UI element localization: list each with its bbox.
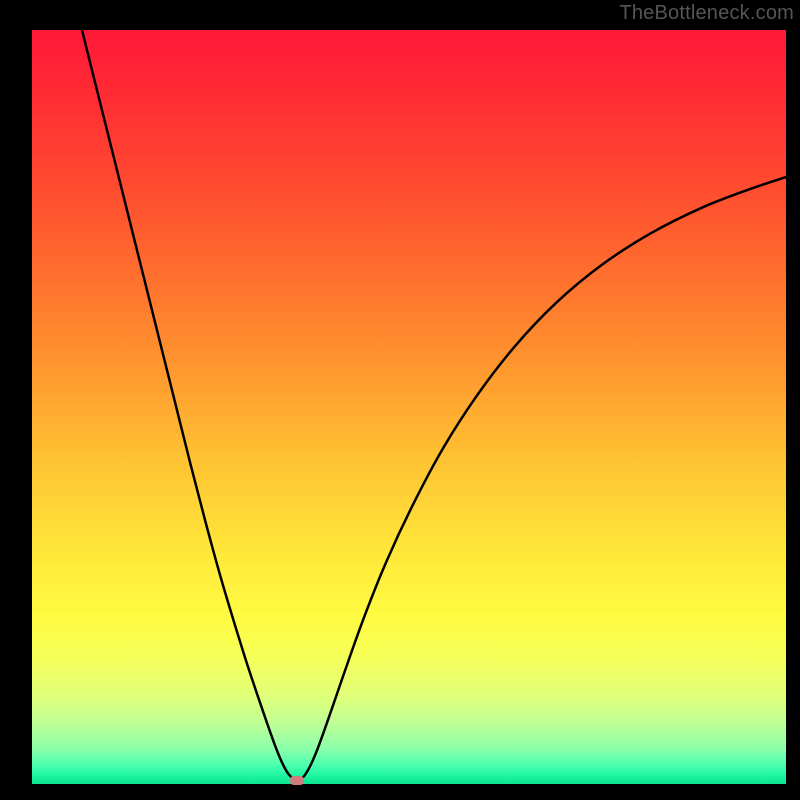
bottleneck-curve bbox=[73, 30, 786, 780]
chart-container: TheBottleneck.com bbox=[0, 0, 800, 800]
optimum-marker bbox=[290, 776, 304, 785]
curve-layer bbox=[32, 30, 786, 784]
watermark-text: TheBottleneck.com bbox=[619, 2, 794, 25]
plot-area bbox=[32, 30, 786, 784]
